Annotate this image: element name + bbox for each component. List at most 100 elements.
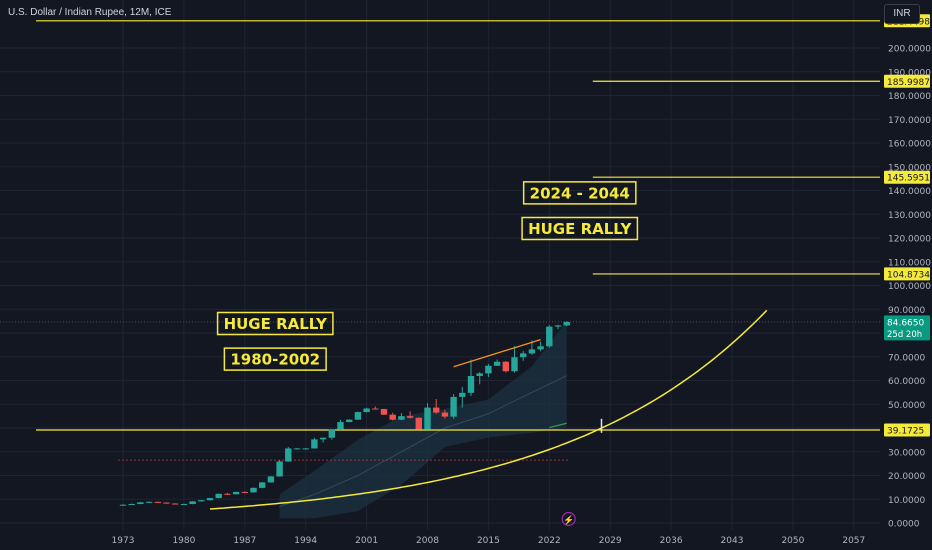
candle-body [406,416,414,418]
level-price-tag [884,74,930,88]
event-marker-icon: ⚡ [563,514,574,526]
candle-body [154,501,161,503]
y-tick-label: 140.0000 [888,187,931,197]
annotation-text: HUGE RALLY [224,315,328,333]
y-tick-label: 10.0000 [888,496,925,506]
candle-body [311,439,318,449]
candle-body [293,448,301,450]
last-price-label: 84.6650 [887,318,924,328]
y-tick-label: 130.0000 [888,211,931,221]
event-marker-ring [561,511,576,527]
x-tick-label: 2036 [660,536,683,546]
candle-body [163,502,170,504]
candle-body [276,461,283,477]
candle-body [302,448,309,450]
y-tick-label: 160.0000 [888,140,931,150]
currency-button[interactable]: INR [884,4,920,24]
candle-body [172,503,179,505]
candle-body [415,417,422,430]
x-tick-label: 2057 [842,536,865,546]
candle-body [198,500,205,502]
candle-body [424,407,431,430]
x-tick-label: 1973 [112,536,135,546]
annotation-text: 1980-2002 [230,351,320,369]
candle-body [546,326,553,347]
candle-body [267,476,275,483]
candle-body [224,493,231,495]
candle-body [493,361,501,366]
candle-body [528,349,536,354]
candle-body [467,375,475,393]
annotation-border [223,347,327,371]
candle-body [502,361,509,372]
level-price-label: 104.8734 [887,270,930,280]
candle-body [328,429,335,438]
level-price-label: 185.9987 [887,78,930,88]
y-tick-label: 20.0000 [888,472,925,482]
y-tick-label: 70.0000 [888,353,925,363]
candle-body [459,392,466,397]
level-price-tag [884,170,930,184]
y-tick-label: 50.0000 [888,401,925,411]
candle-body [206,498,214,501]
candle-body [354,412,362,420]
candle-body [137,502,144,504]
candle-body [554,325,562,327]
candle-body [215,493,222,499]
y-tick-label: 0.0000 [888,520,920,530]
x-tick-label: 2015 [477,536,500,546]
candle-body [128,504,135,505]
annotation-text: HUGE RALLY [528,220,632,238]
candle-body [511,357,518,372]
x-tick-label: 2008 [416,536,439,546]
candle-body [346,419,353,423]
level-price-tag [884,267,930,281]
y-tick-label: 110.0000 [888,258,931,268]
candle-body [241,491,248,493]
annotation-border [216,311,334,336]
candle-body [563,321,570,326]
annotation-border [521,216,639,241]
y-tick-label: 170.0000 [888,116,931,126]
chart-title: U.S. Dollar / Indian Rupee, 12M, ICE [8,7,172,18]
regression-midline [279,375,567,507]
candle-body [232,491,240,495]
level-price-label: 39.1725 [887,426,924,436]
candle-body [119,504,127,506]
regression-band [279,321,567,519]
trend-line [453,339,541,368]
x-tick-label: 2043 [721,536,744,546]
level-price-label: 145.5951 [887,174,930,184]
candle-body [537,346,544,350]
x-tick-label: 1980 [172,536,195,546]
candle-body [450,396,457,417]
annotation-text: 2024 - 2044 [530,184,630,202]
annotation-box: 1980-2002 [223,347,327,371]
candle-body [250,487,257,493]
y-tick-label: 30.0000 [888,448,925,458]
candle-body [398,416,405,420]
x-tick-label: 1994 [294,536,317,546]
y-tick-label: 60.0000 [888,377,925,387]
countdown-label: 25d 20h [887,330,922,340]
x-tick-label: 2029 [599,536,622,546]
candle-body [485,365,492,374]
y-tick-label: 150.0000 [888,163,931,173]
candle-body [363,408,370,413]
annotation-box: HUGE RALLY [521,216,639,241]
candle-body [380,409,388,415]
candle-body [319,437,327,440]
annotation-border [522,181,637,205]
candle-body [337,422,344,430]
x-tick-label: 2001 [355,536,378,546]
candle-body [372,408,379,410]
y-tick-label: 190.0000 [888,68,931,78]
annotation-box: 2024 - 2044 [522,181,637,205]
y-tick-label: 120.0000 [888,235,931,245]
last-price-tag [884,315,930,341]
green-line [549,422,567,429]
candle-body [189,501,196,504]
y-tick-label: 100.0000 [888,282,931,292]
